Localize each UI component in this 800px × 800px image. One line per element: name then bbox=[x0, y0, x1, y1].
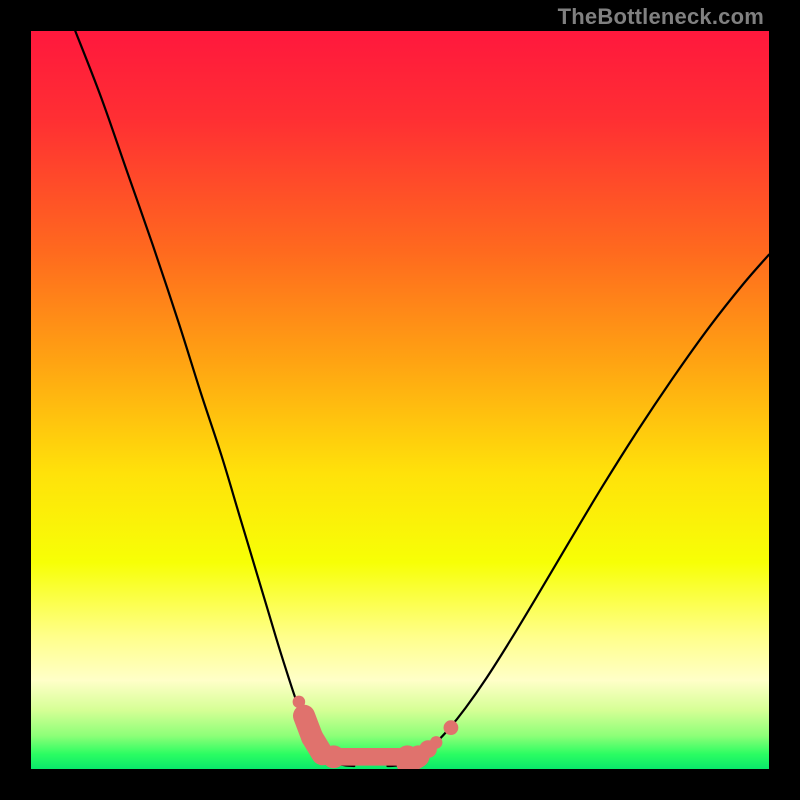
marker-dot bbox=[430, 736, 443, 749]
marker-pill bbox=[407, 756, 418, 763]
watermark-text: TheBottleneck.com bbox=[558, 4, 764, 30]
marker-pill bbox=[312, 737, 322, 754]
marker-dot bbox=[293, 696, 306, 709]
marker-dot bbox=[444, 720, 459, 735]
chart-plot-area bbox=[31, 31, 769, 769]
chart-svg bbox=[31, 31, 769, 769]
